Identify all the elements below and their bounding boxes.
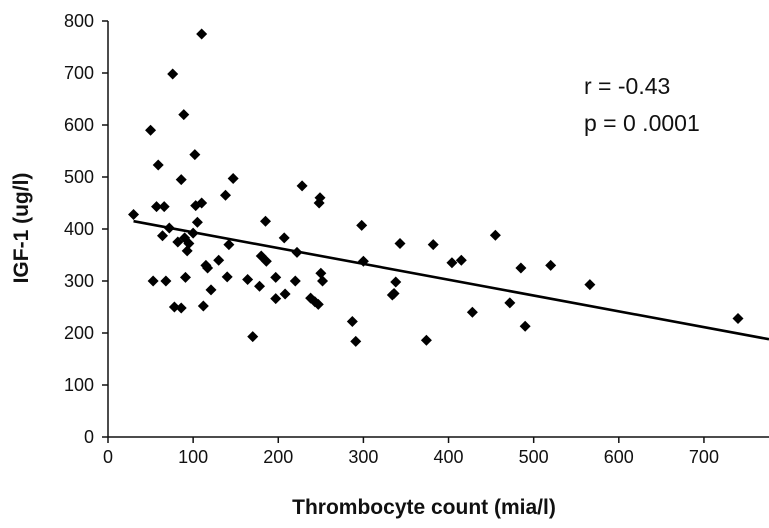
data-point: [260, 255, 272, 267]
y-tick-label: 700: [64, 63, 94, 83]
x-tick-label: 100: [178, 447, 208, 467]
data-point: [388, 287, 400, 299]
data-point: [489, 229, 501, 241]
data-point: [196, 197, 208, 209]
data-point: [196, 28, 208, 40]
annotation-r: r = -0.43: [584, 73, 670, 99]
data-point: [151, 201, 163, 213]
data-point: [219, 189, 231, 201]
x-tick-label: 300: [348, 447, 378, 467]
y-tick-label: 300: [64, 271, 94, 291]
y-tick-label: 800: [64, 11, 94, 31]
data-point: [160, 275, 172, 287]
data-point: [158, 201, 170, 213]
data-point: [504, 297, 516, 309]
data-point: [296, 180, 308, 192]
x-tick-label: 500: [519, 447, 549, 467]
x-tick-label: 700: [689, 447, 719, 467]
data-point: [446, 257, 458, 269]
data-point: [346, 316, 358, 328]
data-point: [156, 230, 168, 242]
data-point: [205, 284, 217, 296]
data-point: [181, 245, 193, 257]
x-axis-ticks: 0 100 200 300 400 500 600 700: [103, 437, 719, 467]
data-point: [455, 254, 467, 266]
data-point: [314, 192, 326, 204]
data-point: [279, 288, 291, 300]
data-point: [427, 239, 439, 251]
data-point: [270, 271, 282, 283]
y-tick-label: 0: [84, 427, 94, 447]
data-point: [167, 68, 179, 80]
data-point: [189, 149, 201, 161]
data-point: [197, 300, 209, 312]
y-tick-label: 500: [64, 167, 94, 187]
data-point: [312, 298, 324, 310]
data-point: [128, 208, 140, 220]
x-tick-label: 200: [263, 447, 293, 467]
data-points: [128, 28, 744, 347]
data-point: [179, 271, 191, 283]
annotation-p: p = 0 .0001: [584, 110, 700, 136]
data-point: [145, 124, 157, 136]
data-point: [515, 262, 527, 274]
data-point: [242, 273, 254, 285]
data-point: [178, 109, 190, 121]
data-point: [221, 271, 233, 283]
data-point: [350, 335, 362, 347]
y-tick-label: 200: [64, 323, 94, 343]
data-point: [175, 174, 187, 186]
data-point: [584, 279, 596, 291]
data-point: [390, 276, 402, 288]
data-point: [466, 306, 478, 318]
x-tick-label: 0: [103, 447, 113, 467]
x-tick-label: 400: [434, 447, 464, 467]
data-point: [213, 254, 225, 266]
data-point: [152, 159, 164, 171]
data-point: [420, 334, 432, 346]
x-axis-title: Thrombocyte count (mia/l): [292, 496, 556, 519]
data-point: [270, 293, 282, 305]
data-point: [175, 302, 187, 314]
data-point: [545, 259, 557, 271]
data-point: [394, 238, 406, 250]
data-point: [356, 219, 368, 231]
data-point: [278, 232, 290, 244]
data-point: [247, 331, 259, 343]
x-tick-label: 600: [604, 447, 634, 467]
data-point: [183, 238, 195, 250]
y-tick-label: 100: [64, 375, 94, 395]
data-point: [168, 301, 180, 313]
data-point: [519, 320, 531, 332]
data-point: [191, 216, 203, 228]
y-tick-label: 600: [64, 115, 94, 135]
data-point: [289, 275, 301, 287]
data-point: [315, 267, 327, 279]
y-axis-title: IGF-1 (ug/l): [10, 173, 33, 284]
trend-line: [133, 219, 769, 341]
data-point: [254, 280, 266, 292]
data-point: [227, 173, 239, 185]
y-tick-label: 400: [64, 219, 94, 239]
y-axis-ticks: 0 100 200 300 400 500 600 700 800: [64, 11, 108, 447]
data-point: [202, 262, 214, 274]
data-point: [260, 215, 271, 227]
data-point: [223, 239, 235, 251]
data-point: [147, 275, 159, 287]
data-point: [317, 275, 329, 287]
data-point: [732, 312, 744, 324]
